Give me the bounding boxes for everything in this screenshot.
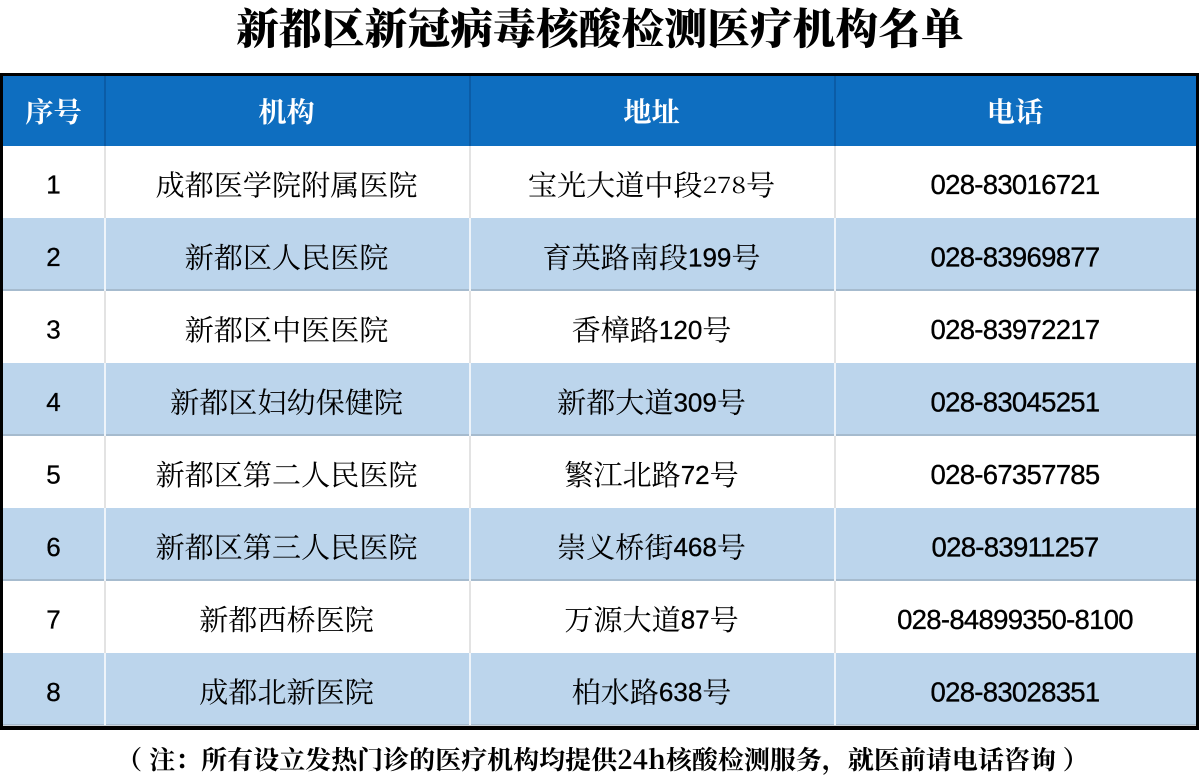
svg-text:1: 1 [46, 170, 60, 200]
svg-text:8: 8 [46, 677, 60, 707]
svg-text:4: 4 [46, 387, 60, 417]
svg-text:6: 6 [46, 532, 60, 562]
svg-text:7: 7 [46, 604, 60, 634]
svg-text:028-67357785: 028-67357785 [931, 459, 1100, 490]
svg-text:2: 2 [46, 242, 60, 272]
svg-text:87: 87 [681, 605, 710, 635]
svg-text:028-83028351: 028-83028351 [931, 676, 1100, 707]
svg-text:72: 72 [681, 460, 710, 490]
svg-text:309: 309 [673, 387, 716, 417]
svg-text:028-84899350-8100: 028-84899350-8100 [897, 604, 1133, 635]
svg-text:028-83045251: 028-83045251 [931, 387, 1100, 418]
svg-text:028-83016721: 028-83016721 [931, 169, 1100, 200]
svg-text:468: 468 [673, 532, 716, 562]
svg-text:028-83969877: 028-83969877 [931, 242, 1100, 273]
svg-text:120: 120 [659, 315, 702, 345]
svg-text:638: 638 [659, 677, 702, 707]
svg-text:3: 3 [46, 315, 60, 345]
svg-text:028-83972217: 028-83972217 [931, 314, 1100, 345]
svg-text:5: 5 [46, 459, 60, 489]
svg-text:199: 199 [688, 242, 731, 272]
svg-text:028-83911257: 028-83911257 [932, 531, 1099, 562]
